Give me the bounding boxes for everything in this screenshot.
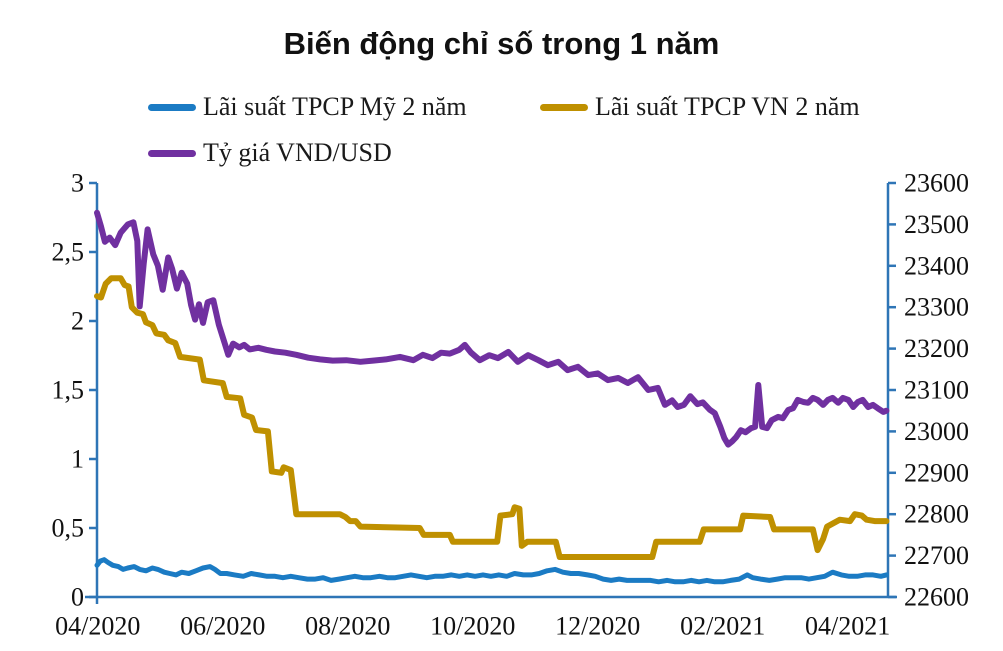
- legend-row-2: Tỷ giá VND/USD: [148, 130, 948, 176]
- legend-item-fx-rate: Tỷ giá VND/USD: [148, 138, 392, 168]
- x-axis-tick-label: 04/2020: [55, 612, 140, 641]
- x-axis-tick-label: 06/2020: [180, 612, 265, 641]
- right-axis-tick-label: 22700: [904, 541, 969, 570]
- legend-swatch-us-rate: [148, 103, 196, 111]
- legend-swatch-fx-rate: [148, 149, 196, 157]
- legend-label-vn-rate: Lãi suất TPCP VN 2 năm: [595, 92, 860, 121]
- right-axis-tick-label: 23300: [904, 293, 969, 322]
- left-axis-tick-label: 1: [71, 445, 84, 474]
- right-axis-tick-label: 23400: [904, 251, 969, 280]
- right-axis-tick-label: 23100: [904, 376, 969, 405]
- series-line-1: [94, 275, 890, 560]
- chart-title: Biến động chỉ số trong 1 năm: [283, 26, 720, 61]
- right-axis-tick-label: 22900: [904, 458, 969, 487]
- legend-item-vn-rate: Lãi suất TPCP VN 2 năm: [540, 92, 860, 122]
- x-axis-tick-label: 12/2020: [555, 612, 640, 641]
- left-axis-tick-label: 2,5: [52, 238, 85, 267]
- right-axis-tick-label: 23200: [904, 334, 969, 363]
- series-line-2: [94, 209, 890, 448]
- legend-label-us-rate: Lãi suất TPCP Mỹ 2 năm: [203, 92, 467, 121]
- right-axis-tick-label: 23500: [904, 210, 969, 239]
- left-axis-tick-label: 3: [71, 169, 84, 198]
- left-axis-tick-label: 1,5: [52, 376, 85, 405]
- right-axis-tick-label: 22800: [904, 500, 969, 529]
- legend-swatch-vn-rate: [540, 103, 588, 111]
- series-line-0: [94, 557, 889, 585]
- x-axis-tick-label: 08/2020: [305, 612, 390, 641]
- x-axis-tick-label: 02/2021: [680, 612, 765, 641]
- legend-item-us-rate: Lãi suất TPCP Mỹ 2 năm: [148, 92, 540, 122]
- right-axis-tick-label: 23000: [904, 417, 969, 446]
- legend: Lãi suất TPCP Mỹ 2 năm Lãi suất TPCP VN …: [148, 84, 948, 176]
- x-axis-tick-label: 10/2020: [430, 612, 515, 641]
- right-axis-tick-label: 23600: [904, 169, 969, 198]
- x-axis-tick-label: 04/2021: [805, 612, 890, 641]
- legend-label-fx-rate: Tỷ giá VND/USD: [203, 138, 392, 167]
- left-axis-tick-label: 0: [71, 583, 84, 612]
- right-axis-tick-label: 22600: [904, 583, 969, 612]
- legend-row-1: Lãi suất TPCP Mỹ 2 năm Lãi suất TPCP VN …: [148, 84, 948, 130]
- left-axis-tick-label: 2: [71, 307, 84, 336]
- left-axis-tick-label: 0,5: [52, 514, 85, 543]
